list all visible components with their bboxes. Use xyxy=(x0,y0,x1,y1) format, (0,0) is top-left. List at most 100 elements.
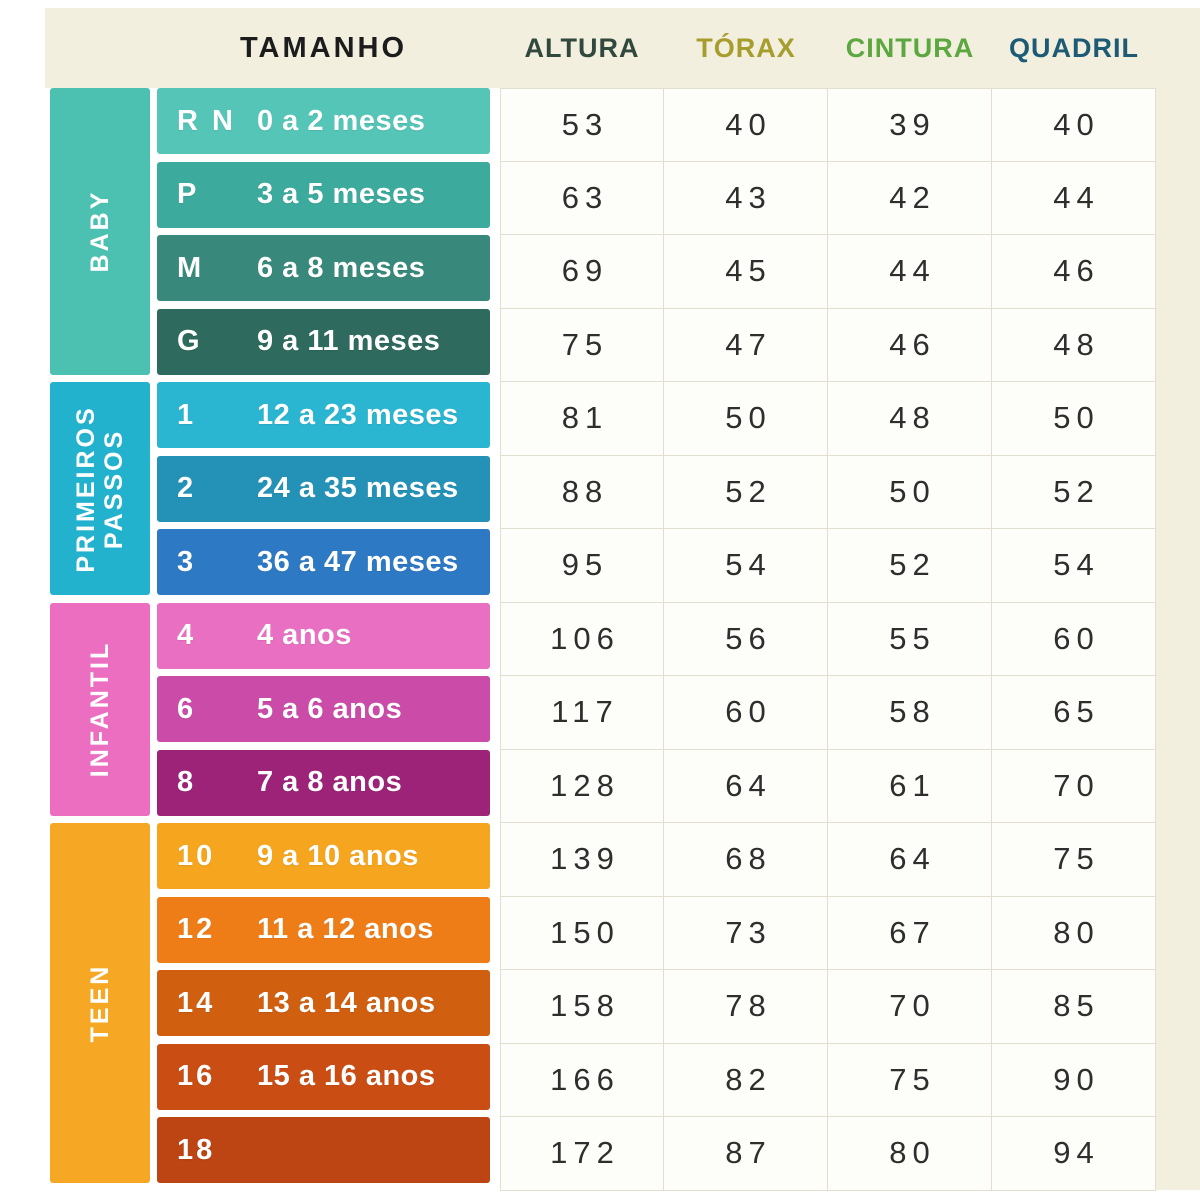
data-cell: 166 xyxy=(500,1043,664,1117)
age-range: 11 a 12 anos xyxy=(257,913,434,945)
size-bar-m: M 6 a 8 meses xyxy=(157,235,490,301)
column-header-cintura: CINTURA xyxy=(845,32,975,63)
data-cell: 75 xyxy=(828,1043,992,1117)
data-cell: 150 xyxy=(500,896,664,970)
size-code: 12 xyxy=(177,913,216,945)
data-cell: 117 xyxy=(500,676,664,750)
size-code: 2 xyxy=(177,472,197,504)
data-cell: 39 xyxy=(828,88,992,162)
size-code: 10 xyxy=(177,839,216,872)
data-cell: 45 xyxy=(664,235,828,309)
data-cell: 94 xyxy=(992,1117,1156,1191)
size-column-header: TAMANHO xyxy=(239,31,408,64)
measure-column-headers: ALTURA TÓRAX CINTURA QUADRIL xyxy=(500,8,1156,88)
section-strip-primeiros-passos: PRIMEIROS PASSOS xyxy=(50,382,150,595)
data-cell: 52 xyxy=(992,455,1156,529)
age-range: 6 a 8 meses xyxy=(257,251,426,284)
data-cell: 68 xyxy=(664,823,828,897)
data-cell: 46 xyxy=(992,235,1156,309)
data-cell: 85 xyxy=(992,970,1156,1044)
data-cell: 67 xyxy=(828,896,992,970)
data-cell: 44 xyxy=(828,235,992,309)
size-bar-g: G 9 a 11 meses xyxy=(157,308,490,375)
section-strip-infantil: INFANTIL xyxy=(50,602,150,816)
size-code: M xyxy=(177,251,205,284)
data-cell: 106 xyxy=(500,602,664,676)
data-cell: 81 xyxy=(500,382,664,456)
data-cell: 64 xyxy=(664,749,828,823)
column-header-altura: ALTURA xyxy=(524,32,640,63)
data-cell: 128 xyxy=(500,749,664,823)
size-code: P xyxy=(177,178,200,210)
size-bar-12: 12 11 a 12 anos xyxy=(157,896,490,963)
age-range: 36 a 47 meses xyxy=(257,545,459,578)
data-cell: 70 xyxy=(828,970,992,1044)
size-bar-rn: R N 0 a 2 meses xyxy=(157,88,490,154)
column-header-quadril: QUADRIL xyxy=(1009,32,1139,63)
size-code: 8 xyxy=(177,766,197,798)
measurements-grid: 53 40 39 40 63 43 42 44 69 45 44 46 75 4… xyxy=(500,88,1156,1191)
size-bar-6: 6 5 a 6 anos xyxy=(157,676,490,742)
data-cell: 42 xyxy=(828,161,992,235)
data-cell: 52 xyxy=(828,529,992,603)
column-header-torax: TÓRAX xyxy=(696,32,796,63)
data-cell: 69 xyxy=(500,235,664,309)
data-cell: 48 xyxy=(992,308,1156,382)
data-cell: 54 xyxy=(992,529,1156,603)
age-range: 7 a 8 anos xyxy=(257,766,403,798)
data-cell: 139 xyxy=(500,823,664,897)
size-bar-10: 10 9 a 10 anos xyxy=(157,823,490,889)
section-label: INFANTIL xyxy=(86,640,114,778)
size-code: 4 xyxy=(177,619,197,651)
age-range: 15 a 16 anos xyxy=(257,1060,436,1092)
section-label: TEEN xyxy=(86,963,114,1043)
age-range: 9 a 10 anos xyxy=(257,839,419,872)
section-label: BABY xyxy=(86,189,114,273)
data-cell: 50 xyxy=(664,382,828,456)
data-cell: 73 xyxy=(664,896,828,970)
data-cell: 52 xyxy=(664,455,828,529)
data-cell: 40 xyxy=(664,88,828,162)
data-cell: 158 xyxy=(500,970,664,1044)
data-cell: 80 xyxy=(828,1117,992,1191)
size-bar-4: 4 4 anos xyxy=(157,602,490,669)
size-table-left: BABY PRIMEIROS PASSOS INFANTIL TEEN R N … xyxy=(50,88,490,1183)
data-cell: 47 xyxy=(664,308,828,382)
size-bar-2: 2 24 a 35 meses xyxy=(157,455,490,522)
data-cell: 80 xyxy=(992,896,1156,970)
age-range: 4 anos xyxy=(257,619,352,651)
data-cell: 64 xyxy=(828,823,992,897)
data-cell: 88 xyxy=(500,455,664,529)
size-bar-8: 8 7 a 8 anos xyxy=(157,749,490,816)
data-cell: 50 xyxy=(992,382,1156,456)
data-cell: 43 xyxy=(664,161,828,235)
data-cell: 56 xyxy=(664,602,828,676)
data-cell: 87 xyxy=(664,1117,828,1191)
age-range: 0 a 2 meses xyxy=(257,104,426,137)
data-cell: 53 xyxy=(500,88,664,162)
age-range: 9 a 11 meses xyxy=(257,325,441,357)
data-cell: 172 xyxy=(500,1117,664,1191)
data-cell: 70 xyxy=(992,749,1156,823)
size-code: 18 xyxy=(177,1133,216,1166)
size-code: R N xyxy=(177,104,236,137)
size-bar-3: 3 36 a 47 meses xyxy=(157,529,490,595)
data-cell: 65 xyxy=(992,676,1156,750)
size-code: 16 xyxy=(177,1060,216,1092)
size-code: G xyxy=(177,325,203,357)
header-band xyxy=(45,8,1200,88)
section-strip-baby: BABY xyxy=(50,88,150,375)
section-label: PRIMEIROS PASSOS xyxy=(72,404,128,573)
size-code: 14 xyxy=(177,986,216,1019)
age-range: 12 a 23 meses xyxy=(257,398,459,431)
right-margin xyxy=(1156,8,1200,1190)
data-cell: 82 xyxy=(664,1043,828,1117)
data-cell: 78 xyxy=(664,970,828,1044)
data-cell: 95 xyxy=(500,529,664,603)
age-range: 24 a 35 meses xyxy=(257,472,459,504)
data-cell: 44 xyxy=(992,161,1156,235)
data-cell: 60 xyxy=(664,676,828,750)
size-code: 6 xyxy=(177,692,197,725)
size-code: 1 xyxy=(177,398,197,431)
data-cell: 46 xyxy=(828,308,992,382)
